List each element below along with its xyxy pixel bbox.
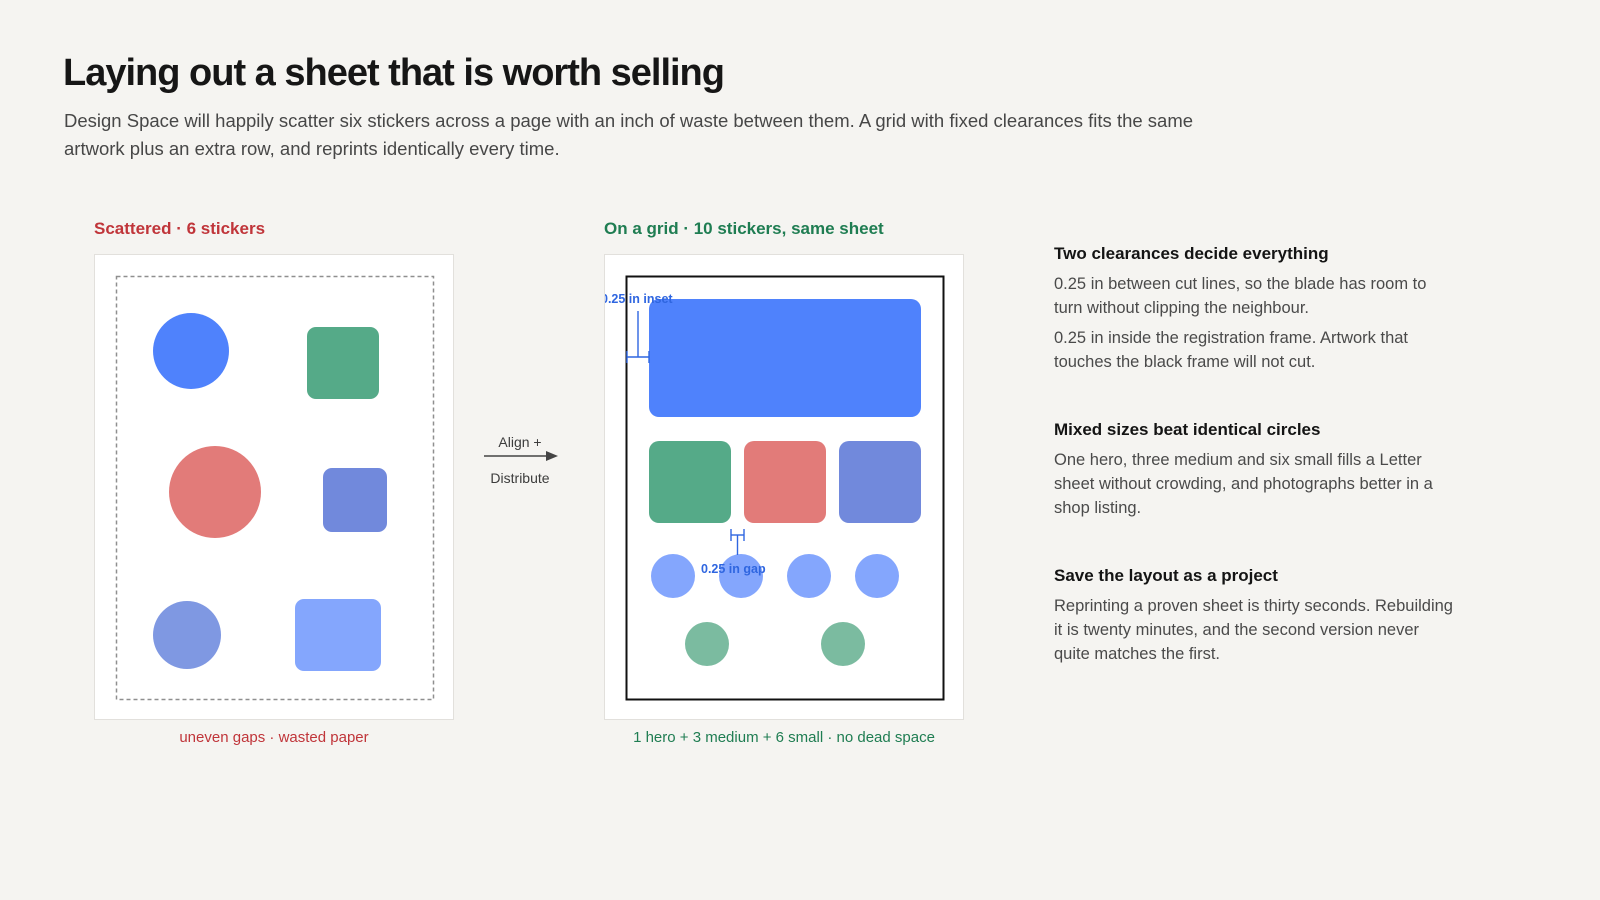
note-paragraph: One hero, three medium and six small fil… <box>1054 451 1433 517</box>
registration-frame <box>625 275 945 701</box>
sticker-light-blue-rect <box>295 599 381 671</box>
note-save-project: Save the layout as a project Reprinting … <box>1054 566 1454 672</box>
medium-sticker-periwinkle <box>839 441 921 523</box>
small-sticker-blue-2 <box>719 554 763 598</box>
grid-panel-label: On a grid · 10 stickers, same sheet <box>604 219 884 238</box>
arrow-right-icon <box>484 451 558 461</box>
align-distribute-arrow: Align + Distribute <box>478 432 598 492</box>
sticker-green-square <box>307 327 379 399</box>
medium-sticker-red <box>744 441 826 523</box>
inset-dimension-label: 0.25 in inset <box>605 292 673 306</box>
inset-dimension-marker <box>626 311 650 363</box>
note-clearances: Two clearances decide everything 0.25 in… <box>1054 244 1454 380</box>
note-paragraph: Reprinting a proven sheet is thirty seco… <box>1054 597 1453 663</box>
note-paragraph: 0.25 in between cut lines, so the blade … <box>1054 275 1427 317</box>
gap-dimension-marker <box>730 529 745 555</box>
scattered-sheet-drawing <box>115 275 435 701</box>
grid-sheet: 0.25 in inset 0.25 in gap <box>604 254 964 720</box>
sticker-periwinkle-circle <box>153 601 221 669</box>
note-mixed-sizes: Mixed sizes beat identical circles One h… <box>1054 420 1454 526</box>
note-heading: Mixed sizes beat identical circles <box>1054 420 1321 439</box>
scattered-panel-label: Scattered · 6 stickers <box>94 219 266 238</box>
note-heading: Save the layout as a project <box>1054 566 1278 585</box>
note-paragraph: 0.25 in inside the registration frame. A… <box>1054 329 1409 371</box>
note-heading: Two clearances decide everything <box>1054 244 1329 263</box>
scattered-caption: uneven gaps · wasted paper <box>179 729 369 746</box>
gap-dimension-label: 0.25 in gap <box>701 562 766 576</box>
page-intro: Design Space will happily scatter six st… <box>64 110 1194 159</box>
hero-sticker <box>649 299 921 417</box>
scattered-sheet <box>94 254 454 720</box>
grid-sheet-drawing: 0.25 in inset 0.25 in gap <box>605 275 945 701</box>
sticker-blue-circle <box>153 313 229 389</box>
page-title: Laying out a sheet that is worth selling <box>63 52 725 94</box>
small-sticker-green-1 <box>685 622 729 666</box>
medium-sticker-green <box>649 441 731 523</box>
grid-caption: 1 hero + 3 medium + 6 small · no dead sp… <box>633 729 935 746</box>
cut-boundary <box>115 275 435 701</box>
sticker-periwinkle-square <box>323 468 387 532</box>
arrow-label-bottom: Distribute <box>490 470 550 486</box>
small-sticker-blue-1 <box>651 554 695 598</box>
small-sticker-green-2 <box>821 622 865 666</box>
small-sticker-blue-3 <box>787 554 831 598</box>
arrow-label-top: Align + <box>498 434 542 450</box>
small-sticker-blue-4 <box>855 554 899 598</box>
sticker-red-circle <box>169 446 261 538</box>
